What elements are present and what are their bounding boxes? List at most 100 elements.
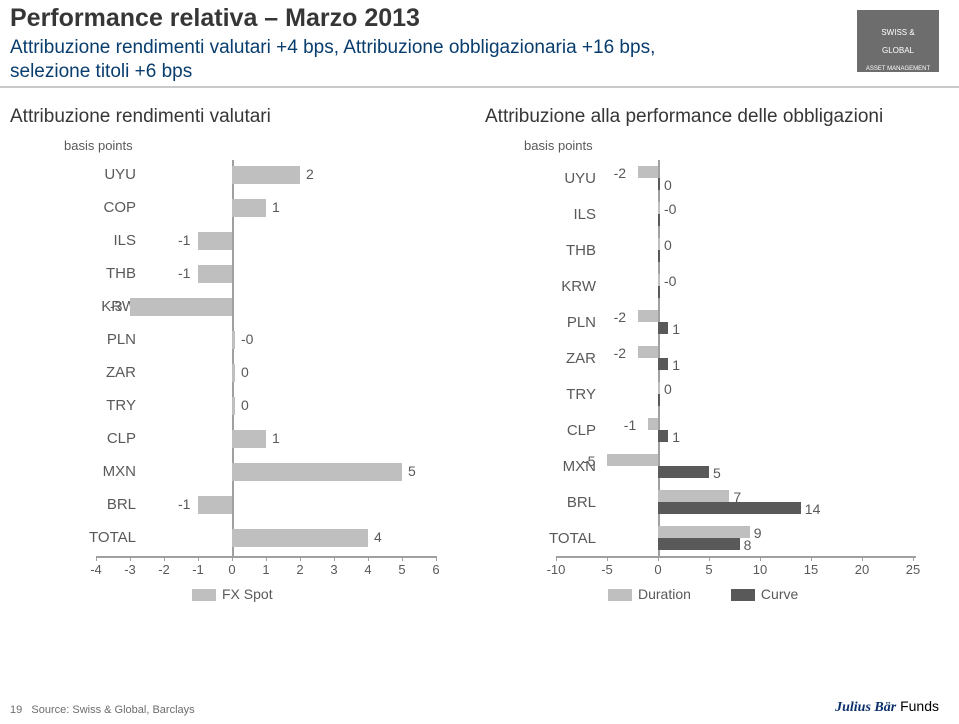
legend-item: Duration xyxy=(608,586,691,602)
x-tick-label: -10 xyxy=(544,562,568,577)
tick-mark xyxy=(266,556,267,561)
left-row: KRW-3 xyxy=(96,292,436,322)
curve-bar xyxy=(658,214,660,226)
fx-bar xyxy=(232,397,235,415)
duration-value: -2 xyxy=(614,345,626,361)
brand-suffix: Funds xyxy=(896,698,939,714)
left-section-title: Attribuzione rendimenti valutari xyxy=(10,106,271,128)
right-row: UYU-20 xyxy=(556,160,916,196)
x-tick-label: 6 xyxy=(424,562,448,577)
category-label: CLP xyxy=(538,422,596,439)
fx-bar xyxy=(232,430,266,448)
duration-value: -0 xyxy=(664,201,676,217)
tick-mark xyxy=(164,556,165,561)
tick-mark xyxy=(436,556,437,561)
value-label: -1 xyxy=(178,265,190,281)
fx-bar xyxy=(232,463,402,481)
tick-mark xyxy=(760,556,761,561)
x-tick-label: -5 xyxy=(595,562,619,577)
duration-bar xyxy=(638,346,658,358)
page-header: Performance relativa – Marzo 2013 Attrib… xyxy=(0,0,959,88)
value-label: 2 xyxy=(306,166,314,182)
footer-source: 19 Source: Swiss & Global, Barclays xyxy=(10,704,195,716)
category-label: KRW xyxy=(78,298,136,315)
tick-mark xyxy=(402,556,403,561)
x-tick-label: -3 xyxy=(118,562,142,577)
fx-bar xyxy=(198,265,232,283)
duration-bar xyxy=(658,274,660,286)
fx-bar xyxy=(232,364,235,382)
brand-prefix: Julius Bär xyxy=(835,700,896,715)
fx-bar xyxy=(232,199,266,217)
duration-bar xyxy=(638,310,658,322)
duration-bar xyxy=(658,526,750,538)
value-label: 1 xyxy=(272,430,280,446)
duration-bar xyxy=(658,238,660,250)
tick-mark xyxy=(96,556,97,561)
left-legend: FX Spot xyxy=(192,586,273,602)
curve-value: 1 xyxy=(672,429,680,445)
curve-bar xyxy=(658,322,668,334)
category-label: CLP xyxy=(78,430,136,447)
value-label: 4 xyxy=(374,529,382,545)
right-x-axis: -10-50510152025 xyxy=(556,556,916,586)
right-row: ZAR-21 xyxy=(556,340,916,376)
curve-bar xyxy=(658,178,660,190)
category-label: ZAR xyxy=(538,350,596,367)
x-tick-label: 0 xyxy=(220,562,244,577)
legend-item: Curve xyxy=(731,586,798,602)
x-tick-label: 1 xyxy=(254,562,278,577)
right-row: THB0 xyxy=(556,232,916,268)
tick-mark xyxy=(198,556,199,561)
category-label: KRW xyxy=(538,278,596,295)
duration-value: 0 xyxy=(664,381,672,397)
x-tick-label: 0 xyxy=(646,562,670,577)
duration-value: -0 xyxy=(664,273,676,289)
left-row: MXN5 xyxy=(96,457,436,487)
fx-bar xyxy=(232,166,300,184)
duration-value: -1 xyxy=(624,417,636,433)
left-row: PLN-0 xyxy=(96,325,436,355)
curve-value: 5 xyxy=(713,465,721,481)
x-tick-label: 4 xyxy=(356,562,380,577)
category-label: ILS xyxy=(78,232,136,249)
bond-attribution-chart: basis points UYU-20ILS-0THB0KRW-0PLN-21Z… xyxy=(500,138,930,628)
left-axis-label: basis points xyxy=(64,138,133,153)
category-label: COP xyxy=(78,199,136,216)
left-row: TRY0 xyxy=(96,391,436,421)
category-label: ILS xyxy=(538,206,596,223)
category-label: UYU xyxy=(78,166,136,183)
category-label: BRL xyxy=(538,494,596,511)
right-section-title: Attribuzione alla performance delle obbl… xyxy=(485,106,883,128)
x-tick-label: -2 xyxy=(152,562,176,577)
curve-value: 8 xyxy=(744,537,752,553)
right-row: MXN-55 xyxy=(556,448,916,484)
left-row: TOTAL4 xyxy=(96,523,436,553)
tick-mark xyxy=(913,556,914,561)
category-label: TRY xyxy=(538,386,596,403)
x-tick-label: 3 xyxy=(322,562,346,577)
curve-bar xyxy=(658,358,668,370)
legend-swatch xyxy=(192,589,216,601)
left-row: COP1 xyxy=(96,193,436,223)
page-subtitle: Attribuzione rendimenti valutari +4 bps,… xyxy=(10,36,655,84)
curve-value: 1 xyxy=(672,357,680,373)
category-label: PLN xyxy=(538,314,596,331)
value-label: -1 xyxy=(178,232,190,248)
page-number: 19 xyxy=(10,704,22,716)
duration-value: 9 xyxy=(754,525,762,541)
legend-swatch xyxy=(731,589,755,601)
x-tick-label: 20 xyxy=(850,562,874,577)
right-row: PLN-21 xyxy=(556,304,916,340)
value-label: 5 xyxy=(408,463,416,479)
curve-bar xyxy=(658,394,660,406)
tick-mark xyxy=(811,556,812,561)
duration-value: -5 xyxy=(583,453,595,469)
duration-bar xyxy=(607,454,658,466)
value-label: -3 xyxy=(110,298,122,314)
category-label: TRY xyxy=(78,397,136,414)
duration-bar xyxy=(658,382,660,394)
x-tick-label: 10 xyxy=(748,562,772,577)
tick-mark xyxy=(709,556,710,561)
curve-value: 1 xyxy=(672,321,680,337)
